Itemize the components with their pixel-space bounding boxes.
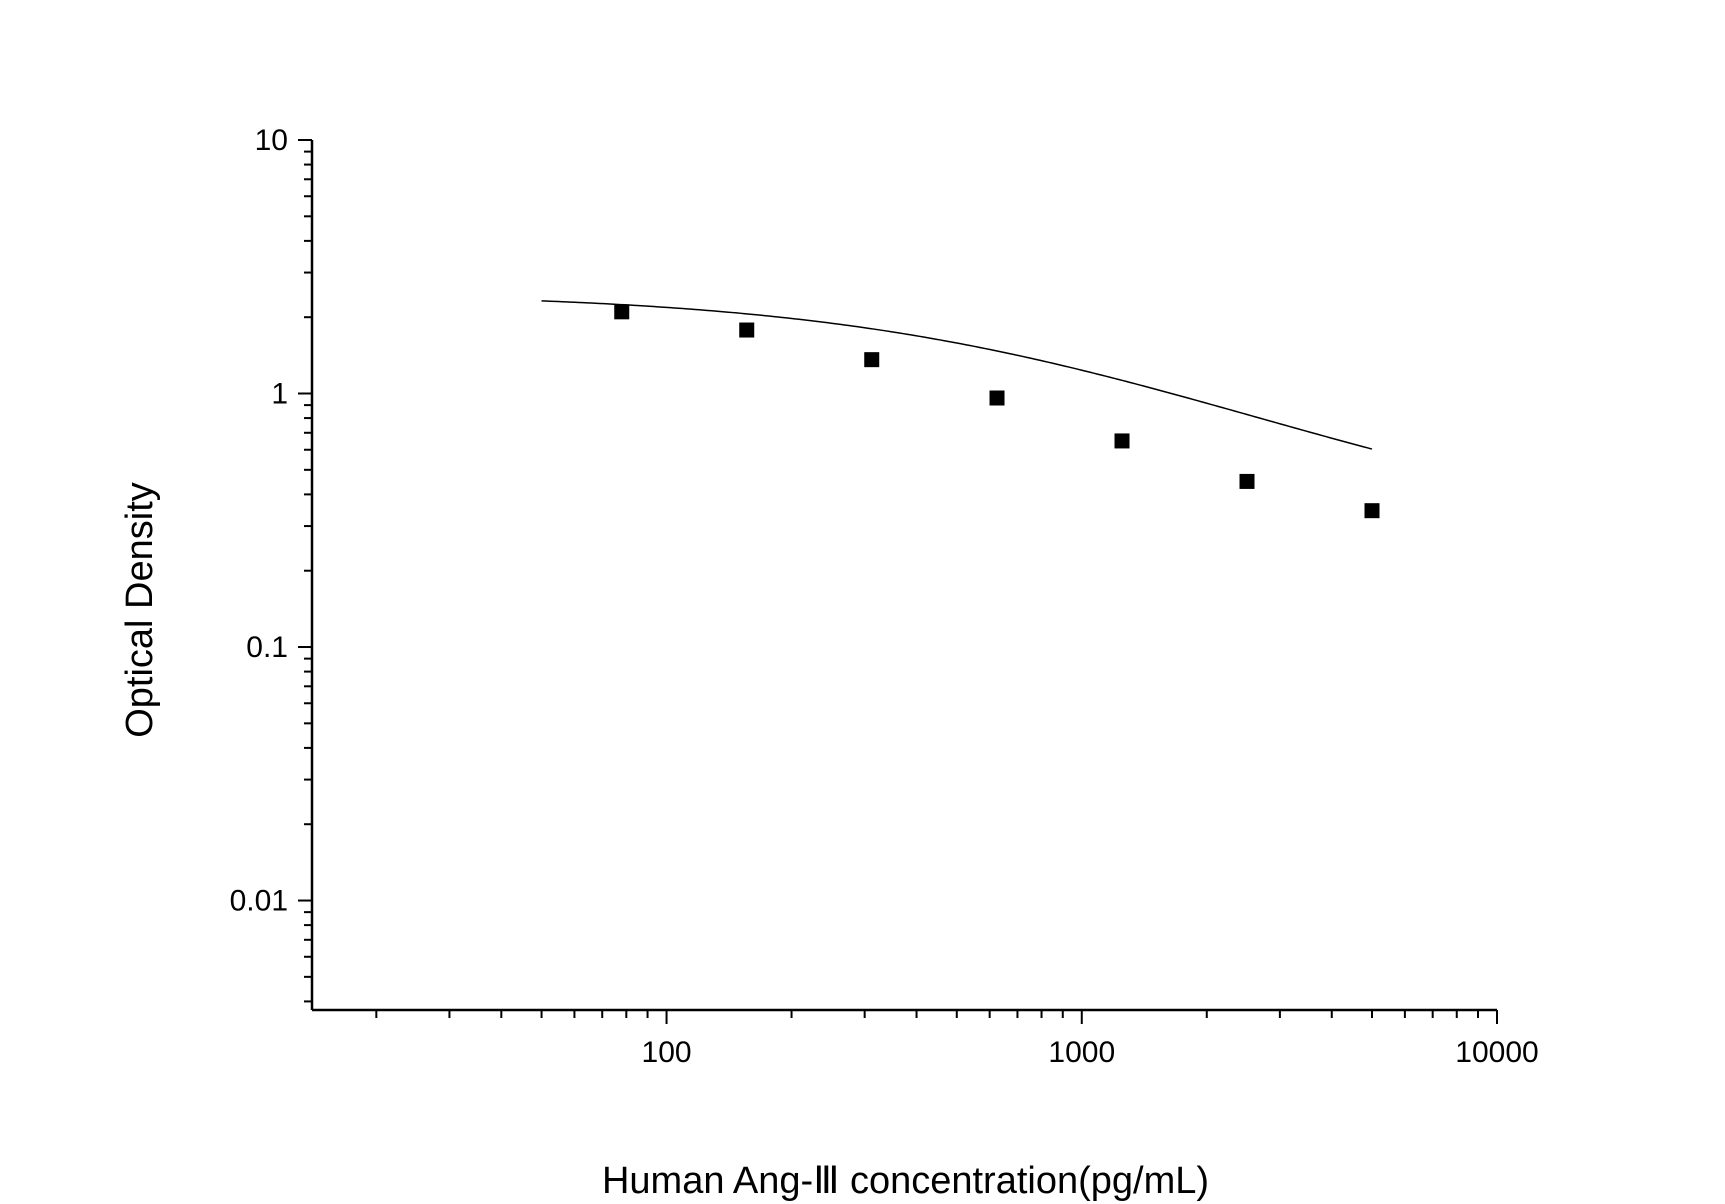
y-axis-ticks: 10 1 0.1 0.01 (230, 124, 312, 1003)
x-axis-ticks: 100 1000 10000 (375, 1010, 1539, 1069)
axes (310, 140, 1497, 1012)
y-axis-title: Optical Density (119, 482, 161, 738)
data-point (864, 352, 880, 368)
x-tick-label: 10000 (1455, 1036, 1538, 1069)
x-tick-label: 100 (642, 1036, 692, 1069)
x-tick-label: 1000 (1048, 1036, 1115, 1069)
fit-curve-layer (541, 300, 1373, 450)
data-point (614, 304, 630, 320)
data-points-layer (614, 304, 1380, 519)
y-tick-label: 0.1 (246, 631, 288, 664)
data-point (989, 390, 1005, 406)
data-point (739, 322, 755, 338)
fit-curve (541, 300, 1373, 450)
y-tick-label: 10 (255, 124, 288, 157)
data-point (1364, 503, 1380, 519)
y-tick-label: 0.01 (230, 885, 288, 918)
y-tick-label: 1 (271, 378, 288, 411)
data-point (1114, 433, 1130, 449)
x-axis-title: Human Ang-Ⅲ concentration(pg/mL) (602, 1160, 1209, 1202)
data-point (1239, 473, 1255, 489)
